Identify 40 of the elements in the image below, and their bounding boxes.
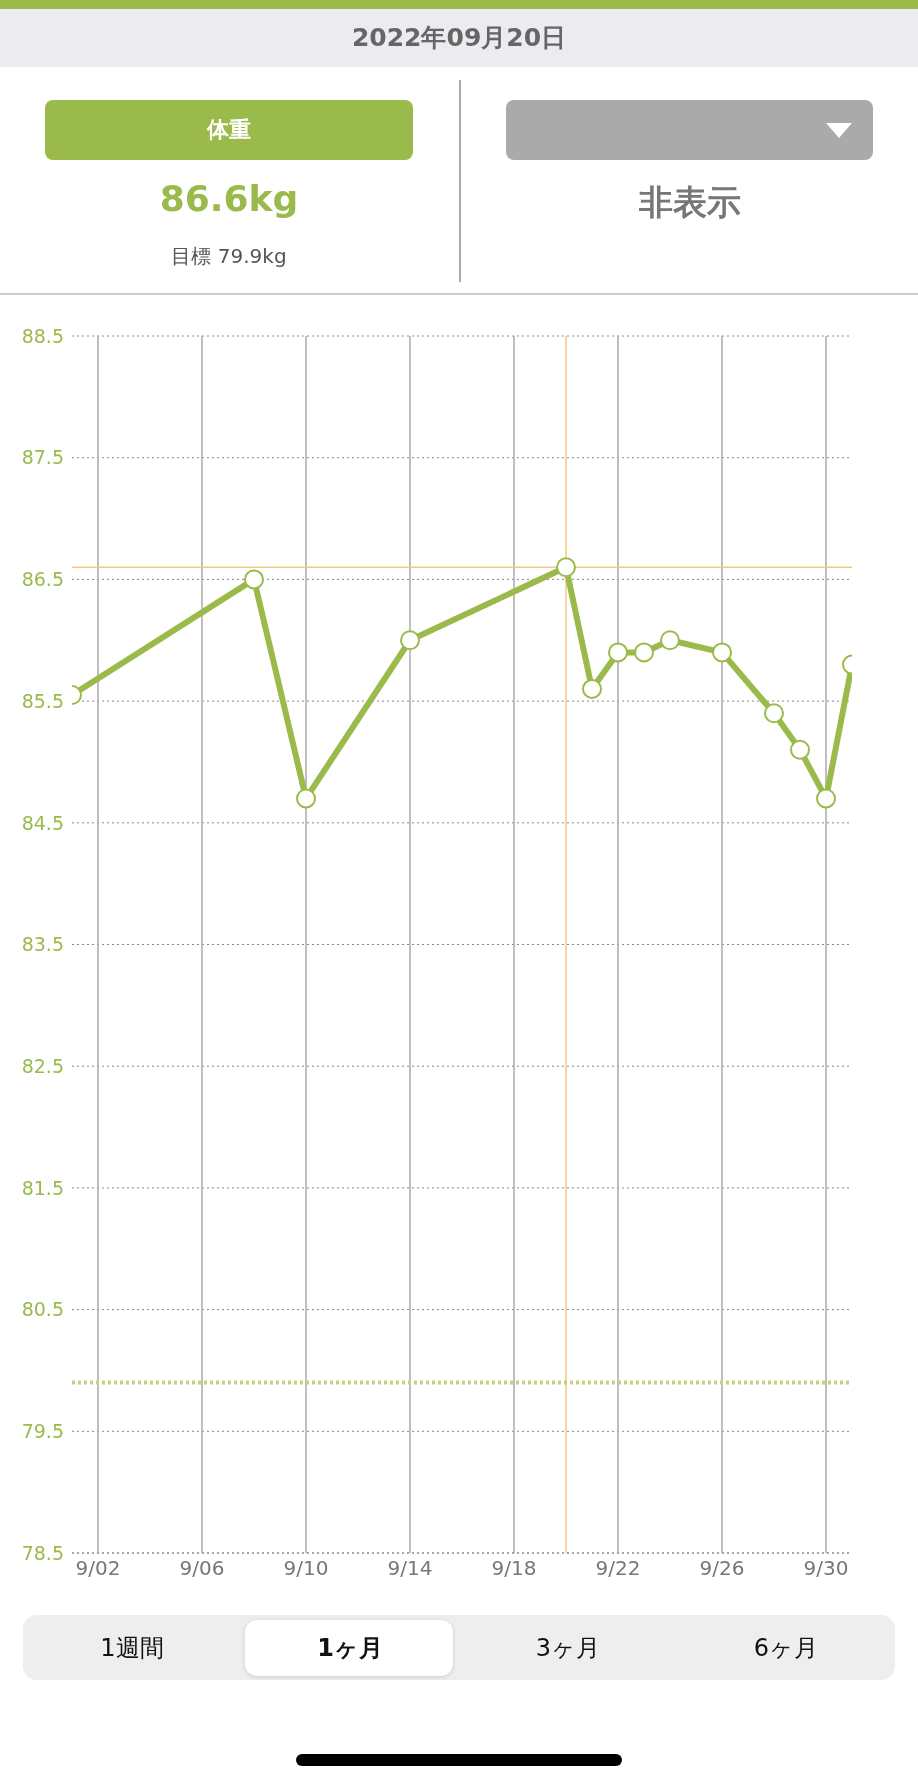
point	[400, 630, 420, 651]
point	[608, 642, 628, 663]
x-tick-label: 9/18	[491, 1556, 537, 1581]
x-tick-label: 9/14	[387, 1556, 433, 1581]
y-tick-label: 83.5	[21, 933, 64, 956]
point	[244, 569, 264, 590]
text: 目標 79.9kg	[170, 243, 288, 270]
point	[634, 642, 654, 663]
x-tick-label: 9/22	[595, 1556, 641, 1581]
point	[296, 788, 316, 809]
point	[582, 678, 602, 699]
point	[660, 630, 680, 651]
chart-title: 2022年09月20日	[0, 9, 918, 67]
point	[712, 642, 732, 663]
point	[790, 739, 810, 760]
text: 86.6kg	[158, 178, 300, 219]
y-tick-label: 87.5	[21, 446, 64, 469]
text: 1ヶ月	[316, 1633, 384, 1664]
text: 1週間	[99, 1633, 165, 1664]
y-tick-label: 84.5	[21, 811, 64, 834]
point	[816, 788, 836, 809]
x-tick-label: 9/26	[699, 1556, 745, 1581]
text: 6ヶ月	[752, 1633, 820, 1664]
y-tick-label: 88.5	[21, 324, 64, 347]
y-tick-label: 81.5	[21, 1176, 64, 1199]
text: 3ヶ月	[534, 1633, 602, 1664]
y-tick-label: 80.5	[21, 1298, 64, 1321]
y-tick-label: 85.5	[21, 689, 64, 712]
y-tick-label: 86.5	[21, 568, 64, 591]
point	[556, 557, 576, 578]
chart-subtitle: 体重	[45, 100, 413, 160]
y-tick-label: 82.5	[21, 1054, 64, 1077]
y-tick-label: 79.5	[21, 1420, 64, 1443]
point	[764, 703, 784, 724]
x-tick-label: 9/02	[75, 1556, 121, 1581]
x-tick-label: 9/30	[803, 1556, 849, 1581]
x-tick-label: 9/06	[179, 1556, 225, 1581]
y-tick-label: 78.5	[21, 1541, 64, 1564]
text: 非表示	[637, 181, 742, 224]
x-tick-label: 9/10	[283, 1556, 329, 1581]
